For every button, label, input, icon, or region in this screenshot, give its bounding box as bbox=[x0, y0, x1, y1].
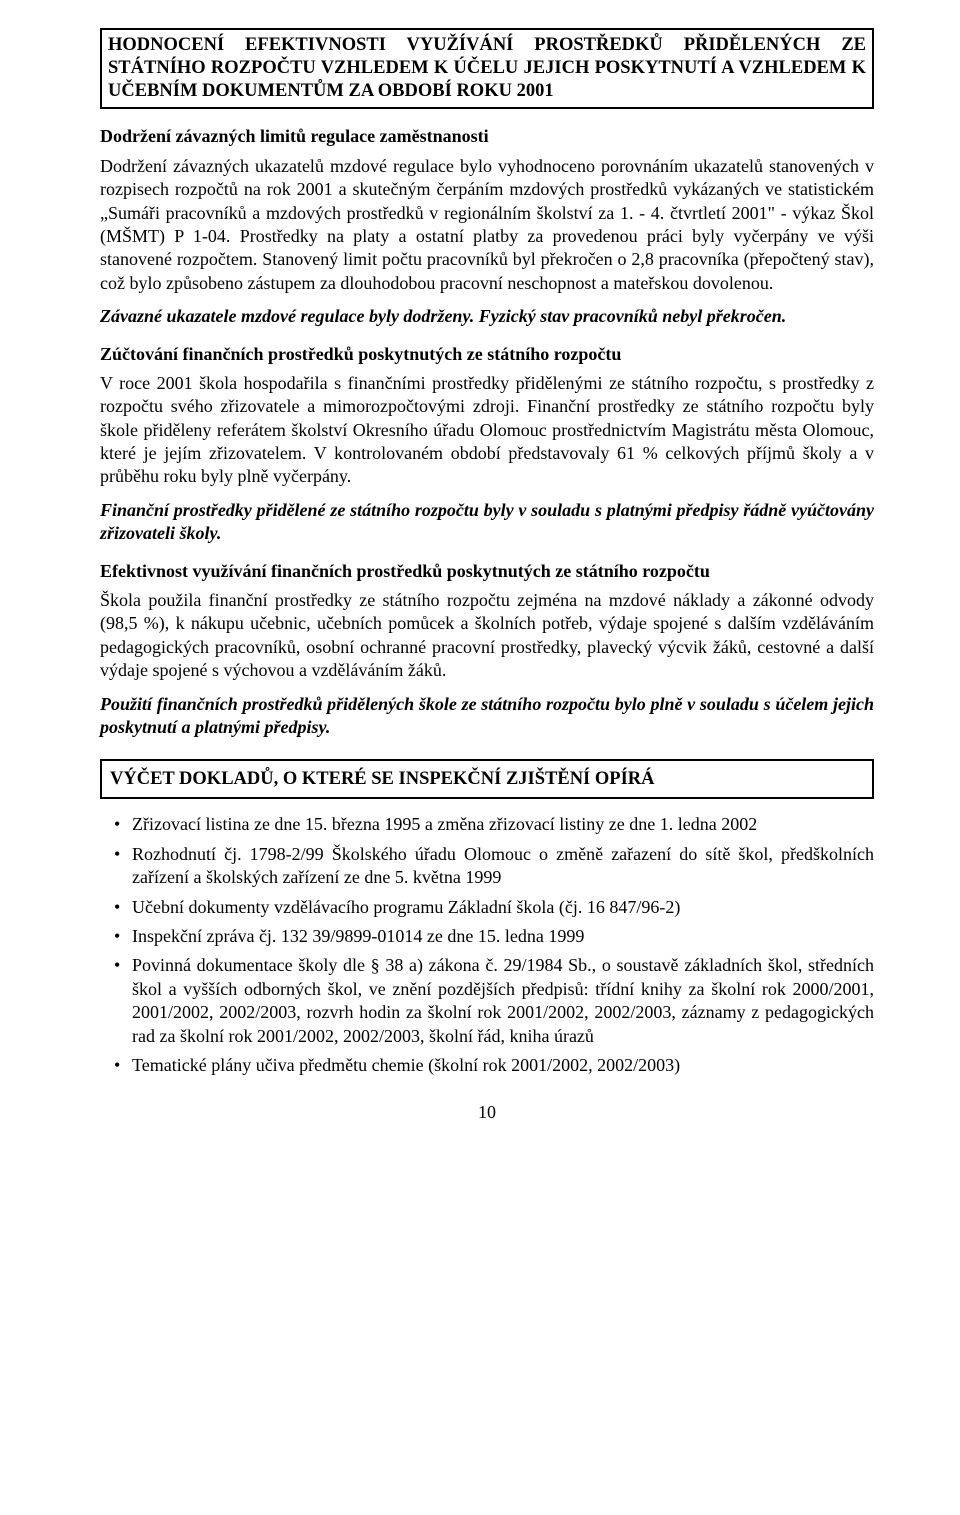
doclist-title-box: VÝČET DOKLADŮ, O KTERÉ SE INSPEKČNÍ ZJIŠ… bbox=[100, 759, 874, 799]
section3-heading: Efektivnost využívání finančních prostře… bbox=[100, 560, 874, 583]
section3-para1: Škola použila finanční prostředky ze stá… bbox=[100, 589, 874, 683]
doclist-title-text: VÝČET DOKLADŮ, O KTERÉ SE INSPEKČNÍ ZJIŠ… bbox=[110, 769, 655, 789]
list-item: Inspekční zpráva čj. 132 39/9899-01014 z… bbox=[100, 925, 874, 948]
section2-heading: Zúčtování finančních prostředků poskytnu… bbox=[100, 343, 874, 366]
document-list: Zřizovací listina ze dne 15. března 1995… bbox=[100, 813, 874, 1077]
section1-conclusion: Závazné ukazatele mzdové regulace byly d… bbox=[100, 305, 874, 328]
section1-heading: Dodržení závazných limitů regulace zaměs… bbox=[100, 125, 874, 148]
section1-para1: Dodržení závazných ukazatelů mzdové regu… bbox=[100, 155, 874, 295]
list-item: Povinná dokumentace školy dle § 38 a) zá… bbox=[100, 954, 874, 1048]
list-item: Učební dokumenty vzdělávacího programu Z… bbox=[100, 896, 874, 919]
main-title-box: HODNOCENÍ EFEKTIVNOSTI VYUŽÍVÁNÍ PROSTŘE… bbox=[100, 28, 874, 109]
section2-para1: V roce 2001 škola hospodařila s finanční… bbox=[100, 372, 874, 489]
section3-conclusion: Použití finančních prostředků přidělenýc… bbox=[100, 693, 874, 740]
section2-conclusion: Finanční prostředky přidělené ze státníh… bbox=[100, 499, 874, 546]
list-item: Rozhodnutí čj. 1798-2/99 Školského úřadu… bbox=[100, 843, 874, 890]
list-item: Zřizovací listina ze dne 15. března 1995… bbox=[100, 813, 874, 836]
list-item: Tematické plány učiva předmětu chemie (š… bbox=[100, 1054, 874, 1077]
main-title-text: HODNOCENÍ EFEKTIVNOSTI VYUŽÍVÁNÍ PROSTŘE… bbox=[108, 35, 866, 101]
page-number: 10 bbox=[100, 1101, 874, 1124]
